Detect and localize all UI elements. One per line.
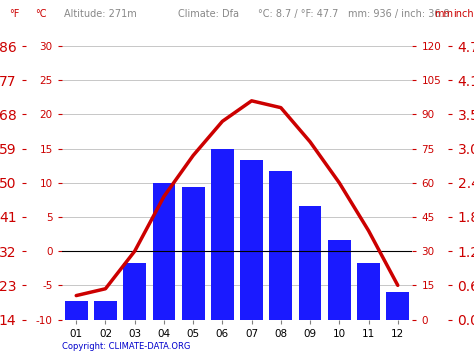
Text: Altitude: 271m: Altitude: 271m (64, 9, 137, 19)
Text: mm: 936 / inch: 36.9: mm: 936 / inch: 36.9 (348, 9, 450, 19)
Bar (240, 160, 263, 320)
Bar (299, 206, 321, 320)
Bar (328, 240, 351, 320)
Text: mm: mm (434, 9, 453, 19)
Text: °F: °F (9, 9, 20, 19)
Bar (357, 263, 380, 320)
Bar (123, 263, 146, 320)
Text: Climate: Dfa: Climate: Dfa (178, 9, 239, 19)
Text: Copyright: CLIMATE-DATA.ORG: Copyright: CLIMATE-DATA.ORG (62, 343, 190, 351)
Bar (94, 301, 117, 320)
Bar (269, 171, 292, 320)
Bar (182, 187, 205, 320)
Text: °C: °C (36, 9, 47, 19)
Text: °C: 8.7 / °F: 47.7: °C: 8.7 / °F: 47.7 (258, 9, 339, 19)
Bar (211, 149, 234, 320)
Text: inch: inch (453, 9, 474, 19)
Bar (386, 292, 409, 320)
Bar (153, 183, 175, 320)
Bar (65, 301, 88, 320)
